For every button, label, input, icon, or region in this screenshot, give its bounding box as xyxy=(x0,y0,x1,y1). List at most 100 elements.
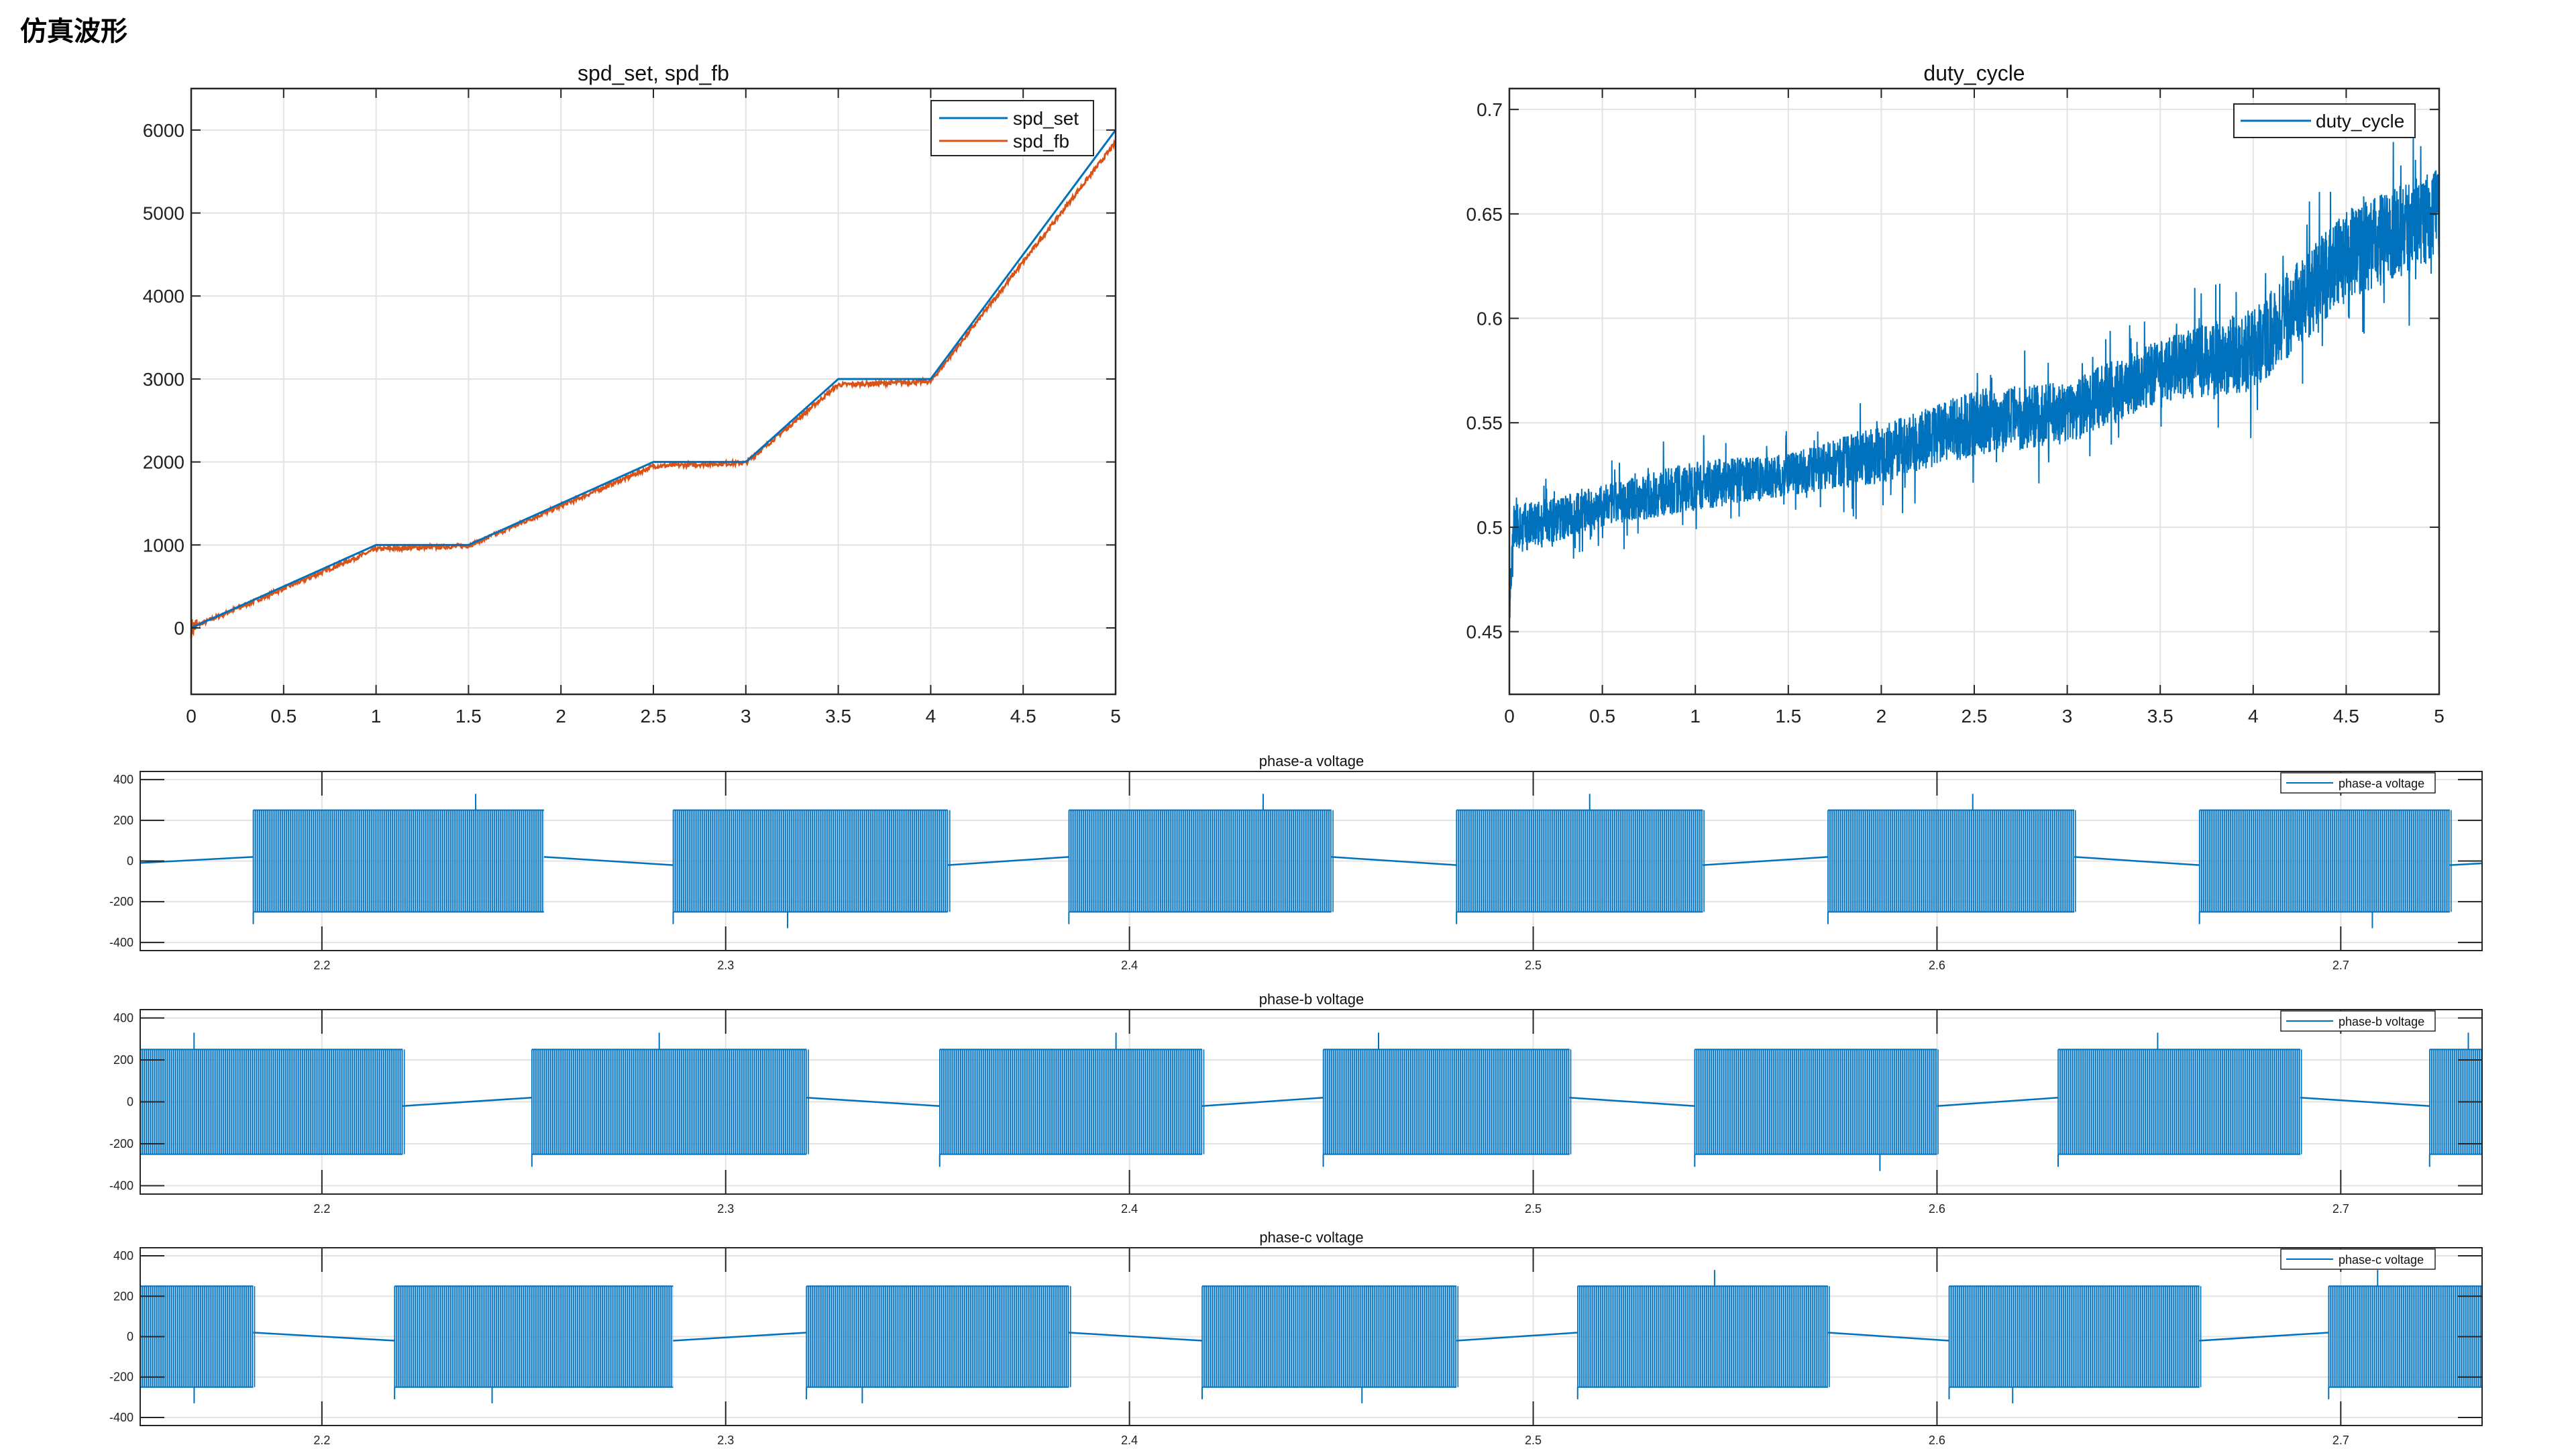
phase-b-lines xyxy=(140,1032,2482,1171)
svg-text:3.5: 3.5 xyxy=(825,706,851,727)
svg-text:-200: -200 xyxy=(109,895,133,908)
phase-a-title: phase-a voltage xyxy=(1259,753,1364,769)
legend-label-duty-cycle: duty_cycle xyxy=(2316,111,2404,131)
svg-text:1.5: 1.5 xyxy=(455,706,482,727)
duty-chart-title: duty_cycle xyxy=(1923,61,2025,85)
duty-ticks: 0 0.5 1 1.5 2 2.5 3 3.5 4 4.5 5 0.45 0.5 0.55 0.6 0.65 0… xyxy=(1466,89,2445,727)
svg-text:3: 3 xyxy=(2062,706,2073,727)
svg-text:2.4: 2.4 xyxy=(1121,959,1138,972)
svg-text:2.5: 2.5 xyxy=(1525,959,1542,972)
svg-text:2.5: 2.5 xyxy=(1962,706,1988,727)
svg-text:2.5: 2.5 xyxy=(641,706,667,727)
svg-text:-400: -400 xyxy=(109,1411,133,1424)
svg-text:6000: 6000 xyxy=(143,120,184,141)
svg-text:2.7: 2.7 xyxy=(2332,959,2349,972)
svg-text:2.2: 2.2 xyxy=(313,959,330,972)
svg-text:2.5: 2.5 xyxy=(1525,1202,1542,1216)
svg-text:2: 2 xyxy=(555,706,566,727)
svg-text:0: 0 xyxy=(127,1095,133,1109)
svg-text:-400: -400 xyxy=(109,936,133,949)
svg-text:4.5: 4.5 xyxy=(2333,706,2359,727)
svg-text:4000: 4000 xyxy=(143,286,184,307)
duty-cycle-chart[interactable]: duty_cycle 0 0.5 1 1.5 2 2.5 3 3.5 4 4.5 50.450.50… xyxy=(1466,61,2445,727)
svg-text:2.6: 2.6 xyxy=(1929,1202,1945,1216)
svg-text:2.3: 2.3 xyxy=(717,1434,734,1447)
page-title: 仿真波形 xyxy=(20,16,127,47)
svg-text:-200: -200 xyxy=(109,1137,133,1150)
phase-a-lines xyxy=(140,794,2482,928)
svg-text:-200: -200 xyxy=(109,1371,133,1384)
svg-text:2.7: 2.7 xyxy=(2332,1434,2349,1447)
svg-text:200: 200 xyxy=(113,814,133,827)
svg-text:0.45: 0.45 xyxy=(1466,622,1503,643)
svg-text:0.55: 0.55 xyxy=(1466,413,1503,433)
phase-a-legend[interactable]: phase-a voltage xyxy=(2280,772,2436,794)
spd_fb-line xyxy=(190,139,1117,638)
svg-text:2.2: 2.2 xyxy=(313,1434,330,1447)
svg-text:2000: 2000 xyxy=(143,452,184,473)
svg-text:2.6: 2.6 xyxy=(1929,1434,1945,1447)
phase-b-legend[interactable]: phase-b voltage xyxy=(2280,1010,2436,1032)
svg-text:200: 200 xyxy=(113,1053,133,1067)
spd-chart[interactable]: spd_set, spd_fb 0 0.5 1 1.5 2 2.5 3 3.5 4 4.5 5 0 10… xyxy=(143,61,1121,727)
svg-text:2.4: 2.4 xyxy=(1121,1202,1138,1216)
phase-a-voltage-chart[interactable]: phase-a voltage 2.2 2.3 2.4 2.5 2.6 2.7 -400 -2… xyxy=(100,753,2563,972)
svg-text:3000: 3000 xyxy=(143,369,184,390)
svg-text:-400: -400 xyxy=(109,1179,133,1193)
svg-text:0: 0 xyxy=(174,618,184,639)
svg-text:3.5: 3.5 xyxy=(2147,706,2174,727)
duty-legend[interactable]: duty_cycle xyxy=(2233,103,2416,138)
svg-text:5000: 5000 xyxy=(143,203,184,224)
svg-text:0: 0 xyxy=(186,706,197,727)
svg-text:0.7: 0.7 xyxy=(1477,99,1503,120)
svg-text:2.6: 2.6 xyxy=(1929,959,1945,972)
phase-b-ticks: 2.2 2.3 2.4 2.5 2.6 2.7 -400 -200 0 200 400 xyxy=(109,1010,2482,1216)
svg-text:400: 400 xyxy=(113,1012,133,1025)
phase-c-ticks: 2.2 2.3 2.4 2.5 2.6 2.7 -400 -200 0 200 400 xyxy=(109,1248,2482,1447)
svg-text:2.3: 2.3 xyxy=(717,1202,734,1216)
svg-text:1.5: 1.5 xyxy=(1775,706,1801,727)
duty-lines xyxy=(1509,136,2440,619)
svg-text:2.4: 2.4 xyxy=(1121,1434,1138,1447)
svg-text:2.5: 2.5 xyxy=(1525,1434,1542,1447)
legend-label-spd-fb: spd_fb xyxy=(1013,131,1069,152)
legend-label-phase-c: phase-c voltage xyxy=(2339,1253,2424,1267)
spd-chart-title: spd_set, spd_fb xyxy=(578,61,729,85)
legend-label-spd-set: spd_set xyxy=(1013,108,1079,129)
phase-b-title: phase-b voltage xyxy=(1259,991,1364,1008)
svg-text:2.2: 2.2 xyxy=(313,1202,330,1216)
svg-text:1000: 1000 xyxy=(143,535,184,555)
phase-a-ticks: 2.2 2.3 2.4 2.5 2.6 2.7 -400 -200 0 200 400 xyxy=(109,771,2482,972)
legend-label-phase-a: phase-a voltage xyxy=(2339,777,2424,790)
svg-text:0.5: 0.5 xyxy=(1477,517,1503,538)
spd-grid xyxy=(191,89,1116,694)
spd-lines xyxy=(190,129,1117,638)
spd-legend[interactable]: spd_set spd_fb xyxy=(930,100,1094,156)
svg-text:0.6: 0.6 xyxy=(1477,309,1503,329)
phase-c-voltage-chart[interactable]: phase-c voltage 2.2 2.3 2.4 2.5 2.6 2.7 -400 -2… xyxy=(100,1229,2563,1447)
phase-c-title: phase-c voltage xyxy=(1259,1229,1363,1246)
legend-label-phase-b: phase-b voltage xyxy=(2339,1015,2424,1028)
svg-text:0.65: 0.65 xyxy=(1466,204,1503,225)
phase-c-legend[interactable]: phase-c voltage xyxy=(2280,1248,2436,1270)
svg-text:2.7: 2.7 xyxy=(2332,1202,2349,1216)
svg-text:1: 1 xyxy=(1690,706,1701,727)
svg-text:400: 400 xyxy=(113,773,133,786)
svg-text:0: 0 xyxy=(127,855,133,868)
svg-text:0: 0 xyxy=(1504,706,1515,727)
duty-grid xyxy=(1509,89,2440,694)
svg-text:4: 4 xyxy=(2248,706,2259,727)
svg-text:1: 1 xyxy=(371,706,382,727)
phase-c-lines xyxy=(140,1270,2482,1403)
spd-ticks: 0 0.5 1 1.5 2 2.5 3 3.5 4 4.5 5 0 1000 2000 3000 4000 50… xyxy=(143,89,1121,727)
svg-text:200: 200 xyxy=(113,1289,133,1303)
phase-b-voltage-chart[interactable]: phase-b voltage 2.2 2.3 2.4 2.5 2.6 2.7 -400 -2… xyxy=(100,991,2563,1216)
svg-text:4: 4 xyxy=(926,706,936,727)
svg-text:0.5: 0.5 xyxy=(1589,706,1615,727)
svg-text:2: 2 xyxy=(1876,706,1887,727)
svg-text:0.5: 0.5 xyxy=(270,706,297,727)
svg-text:400: 400 xyxy=(113,1249,133,1263)
svg-text:2.3: 2.3 xyxy=(717,959,734,972)
spd_set-line xyxy=(191,129,1117,629)
